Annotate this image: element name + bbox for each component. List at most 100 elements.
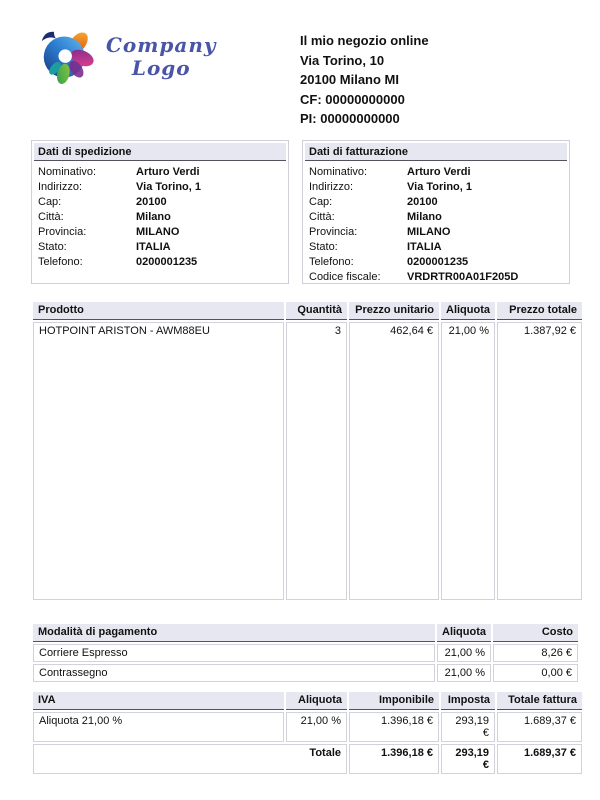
- payment-cost: 8,26 €: [493, 644, 578, 662]
- grand-total-taxable: 1.396,18 €: [349, 744, 439, 774]
- billing-row: Stato: ITALIA: [309, 240, 563, 255]
- company-info: Il mio negozio online Via Torino, 10 201…: [300, 31, 429, 129]
- field-value: 0200001235: [407, 256, 469, 268]
- iva-taxable: 1.396,18 €: [349, 712, 439, 742]
- shipping-row: Stato: ITALIA: [38, 240, 282, 255]
- shipping-row: Telefono: 0200001235: [38, 255, 282, 270]
- shipping-row: Indirizzo: Via Torino, 1: [38, 180, 282, 195]
- shipping-row: Nominativo: Arturo Verdi: [38, 165, 282, 180]
- field-label: Telefono:: [38, 256, 83, 268]
- field-label: Città:: [309, 211, 335, 223]
- products-table: Prodotto Quantità Prezzo unitario Aliquo…: [31, 300, 584, 602]
- field-label: Provincia:: [38, 226, 87, 238]
- iva-header-iva: IVA: [33, 692, 284, 710]
- payments-header-aliquota: Aliquota: [437, 624, 491, 642]
- field-value: 20100: [407, 196, 438, 208]
- billing-row: Città: Milano: [309, 210, 563, 225]
- billing-row: Cap: 20100: [309, 195, 563, 210]
- billing-row: Provincia: MILANO: [309, 225, 563, 240]
- field-value: 20100: [136, 196, 167, 208]
- shipping-row: Cap: 20100: [38, 195, 282, 210]
- product-unit-price: 462,64 €: [349, 322, 439, 600]
- company-city: 20100 Milano MI: [300, 72, 399, 87]
- iva-invoice-total: 1.689,37 €: [497, 712, 582, 742]
- field-value: Arturo Verdi: [136, 166, 200, 178]
- grand-total-label: Totale: [33, 744, 347, 774]
- payment-tax-rate: 21,00 %: [437, 664, 491, 682]
- products-header-row: Prodotto Quantità Prezzo unitario Aliquo…: [33, 302, 582, 320]
- payments-header-modalita: Modalità di pagamento: [33, 624, 435, 642]
- payments-table: Modalità di pagamento Aliquota Costo Cor…: [31, 622, 580, 684]
- field-label: Stato:: [309, 241, 338, 253]
- field-label: Codice fiscale:: [309, 271, 381, 283]
- field-label: Cap:: [309, 196, 333, 208]
- company-street: Via Torino, 10: [300, 52, 385, 68]
- grand-total-row: Totale 1.396,18 € 293,19 € 1.689,37 €: [33, 744, 582, 774]
- field-label: Telefono:: [309, 256, 354, 268]
- field-value: ITALIA: [407, 241, 442, 253]
- logo-text-line2: Logo: [131, 56, 191, 80]
- payment-row: Corriere Espresso 21,00 % 8,26 €: [33, 644, 578, 662]
- products-header-prezzo-unitario: Prezzo unitario: [349, 302, 439, 320]
- iva-header-row: IVA Aliquota Imponibile Imposta Totale f…: [33, 692, 582, 710]
- iva-row: Aliquota 21,00 % 21,00 % 1.396,18 € 293,…: [33, 712, 582, 742]
- field-value: Via Torino, 1: [136, 181, 201, 193]
- field-value: MILANO: [136, 226, 180, 238]
- product-quantity: 3: [286, 322, 347, 600]
- products-header-prezzo-totale: Prezzo totale: [497, 302, 582, 320]
- grand-total-tax: 293,19 €: [441, 744, 495, 774]
- product-tax-rate: 21,00 %: [441, 322, 495, 600]
- field-label: Provincia:: [309, 226, 358, 238]
- iva-header-imponibile: Imponibile: [349, 692, 439, 710]
- field-label: Città:: [38, 211, 64, 223]
- iva-rate-name: Aliquota 21,00 %: [33, 712, 284, 742]
- company-cf: CF: 00000000000: [300, 91, 405, 107]
- payment-cost: 0,00 €: [493, 664, 578, 682]
- field-value: ITALIA: [136, 241, 171, 253]
- product-name: HOTPOINT ARISTON - AWM88EU: [33, 322, 284, 600]
- logo-text-line1: Company: [106, 33, 217, 57]
- iva-header-totale-fattura: Totale fattura: [497, 692, 582, 710]
- payments-header-costo: Costo: [493, 624, 578, 642]
- company-name: Il mio negozio online: [300, 33, 429, 48]
- field-label: Nominativo:: [38, 166, 97, 178]
- products-header-prodotto: Prodotto: [33, 302, 284, 320]
- product-row: HOTPOINT ARISTON - AWM88EU 3 462,64 € 21…: [33, 322, 582, 600]
- logo-text: Company Logo: [106, 34, 217, 80]
- payment-method: Corriere Espresso: [33, 644, 435, 662]
- field-value: Milano: [407, 211, 442, 223]
- billing-row: Indirizzo: Via Torino, 1: [309, 180, 563, 195]
- address-section: Dati di spedizione Nominativo: Arturo Ver…: [31, 140, 570, 284]
- field-label: Cap:: [38, 196, 62, 208]
- field-label: Indirizzo:: [38, 181, 83, 193]
- grand-total-invoice: 1.689,37 €: [497, 744, 582, 774]
- billing-row: Nominativo: Arturo Verdi: [309, 165, 563, 180]
- products-header-quantita: Quantità: [286, 302, 347, 320]
- field-value: VRDRTR00A01F205D: [407, 271, 519, 283]
- shipping-row: Città: Milano: [38, 210, 282, 225]
- payments-header-row: Modalità di pagamento Aliquota Costo: [33, 624, 578, 642]
- billing-box: Dati di fatturazione Nominativo: Arturo V…: [302, 140, 570, 284]
- products-header-aliquota: Aliquota: [441, 302, 495, 320]
- iva-rate: 21,00 %: [286, 712, 347, 742]
- field-value: Via Torino, 1: [407, 181, 472, 193]
- field-label: Stato:: [38, 241, 67, 253]
- billing-box-title: Dati di fatturazione: [305, 143, 567, 161]
- payment-tax-rate: 21,00 %: [437, 644, 491, 662]
- field-value: Arturo Verdi: [407, 166, 471, 178]
- company-logo-swirl-icon: [41, 31, 94, 84]
- iva-header-imposta: Imposta: [441, 692, 495, 710]
- billing-row: Telefono: 0200001235: [309, 255, 563, 270]
- field-label: Nominativo:: [309, 166, 368, 178]
- field-value: Milano: [136, 211, 171, 223]
- logo-block: Company Logo: [40, 28, 217, 88]
- iva-tax: 293,19 €: [441, 712, 495, 742]
- billing-box-body: Nominativo: Arturo Verdi Indirizzo: Via To…: [305, 161, 567, 285]
- shipping-box-body: Nominativo: Arturo Verdi Indirizzo: Via To…: [34, 161, 286, 270]
- payment-method: Contrassegno: [33, 664, 435, 682]
- shipping-box: Dati di spedizione Nominativo: Arturo Ver…: [31, 140, 289, 284]
- company-pi: PI: 00000000000: [300, 111, 400, 126]
- product-total-price: 1.387,92 €: [497, 322, 582, 600]
- field-value: 0200001235: [136, 256, 198, 268]
